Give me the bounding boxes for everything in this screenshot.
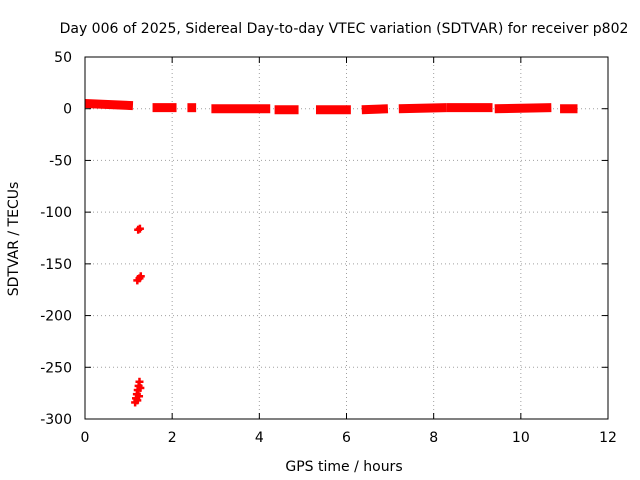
y-tick-label: 50	[54, 50, 72, 66]
data-segment	[84, 99, 134, 111]
grid-lines	[85, 57, 608, 419]
x-axis-label: GPS time / hours	[285, 459, 402, 475]
y-tick-label: 0	[63, 102, 72, 118]
data-point	[135, 392, 144, 401]
y-tick-label: -150	[40, 257, 72, 273]
x-tick-label: 0	[81, 430, 90, 446]
x-tick-label: 4	[255, 430, 264, 446]
data-point	[135, 224, 144, 233]
data-segment	[494, 103, 552, 114]
y-axis-label: SDTVAR / TECUs	[6, 182, 22, 297]
x-tick-label: 8	[429, 430, 438, 446]
data-point	[133, 396, 142, 405]
x-tick-label: 6	[342, 430, 351, 446]
data-segment	[398, 103, 447, 114]
data-points	[84, 99, 578, 407]
y-tick-label: -100	[40, 205, 72, 221]
data-point	[136, 272, 145, 281]
y-tick-label: -300	[40, 412, 72, 428]
y-tick-label: -250	[40, 360, 72, 376]
y-tick-label: -200	[40, 309, 72, 325]
x-tick-label: 2	[168, 430, 177, 446]
y-tick-label: -50	[49, 153, 72, 169]
data-point	[136, 383, 145, 392]
axis-ticks: 0 2 4 6 8 10 12 -300 -250 -200 -150 -100 -50 0 50	[40, 50, 617, 446]
data-segment	[361, 104, 389, 115]
chart-title: Day 006 of 2025, Sidereal Day-to-day VTE…	[60, 21, 629, 37]
x-tick-label: 10	[512, 430, 530, 446]
x-tick-label: 12	[599, 430, 617, 446]
